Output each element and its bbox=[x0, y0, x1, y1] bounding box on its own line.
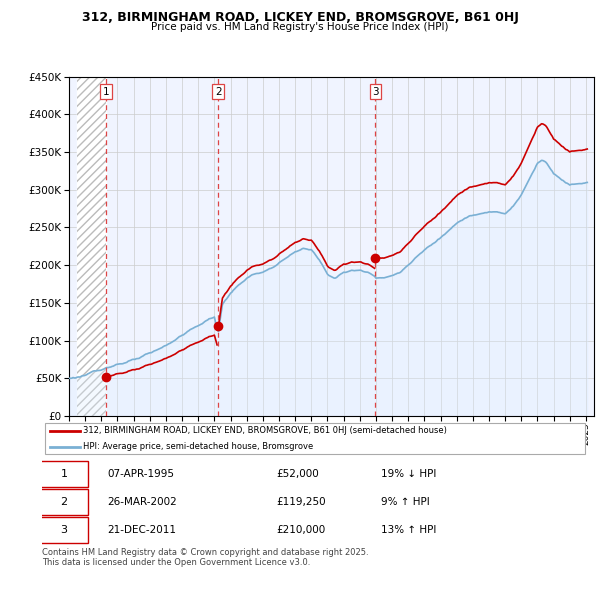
Text: £52,000: £52,000 bbox=[277, 469, 320, 479]
Text: 1: 1 bbox=[103, 87, 109, 97]
Text: Price paid vs. HM Land Registry's House Price Index (HPI): Price paid vs. HM Land Registry's House … bbox=[151, 22, 449, 32]
Text: 3: 3 bbox=[372, 87, 379, 97]
Text: 26-MAR-2002: 26-MAR-2002 bbox=[107, 497, 177, 507]
Text: 9% ↑ HPI: 9% ↑ HPI bbox=[380, 497, 429, 507]
Text: 13% ↑ HPI: 13% ↑ HPI bbox=[380, 525, 436, 535]
Text: Contains HM Land Registry data © Crown copyright and database right 2025.
This d: Contains HM Land Registry data © Crown c… bbox=[42, 548, 368, 567]
Text: 2: 2 bbox=[60, 497, 67, 507]
Text: 07-APR-1995: 07-APR-1995 bbox=[107, 469, 175, 479]
Text: 1: 1 bbox=[61, 469, 67, 479]
Text: 21-DEC-2011: 21-DEC-2011 bbox=[107, 525, 176, 535]
Text: HPI: Average price, semi-detached house, Bromsgrove: HPI: Average price, semi-detached house,… bbox=[83, 442, 313, 451]
FancyBboxPatch shape bbox=[39, 489, 88, 515]
Text: 3: 3 bbox=[61, 525, 67, 535]
Text: 19% ↓ HPI: 19% ↓ HPI bbox=[380, 469, 436, 479]
FancyBboxPatch shape bbox=[39, 461, 88, 487]
Text: £210,000: £210,000 bbox=[277, 525, 326, 535]
Text: 2: 2 bbox=[215, 87, 221, 97]
Text: 312, BIRMINGHAM ROAD, LICKEY END, BROMSGROVE, B61 0HJ: 312, BIRMINGHAM ROAD, LICKEY END, BROMSG… bbox=[82, 11, 518, 24]
FancyBboxPatch shape bbox=[39, 517, 88, 543]
FancyBboxPatch shape bbox=[45, 423, 585, 454]
Text: 312, BIRMINGHAM ROAD, LICKEY END, BROMSGROVE, B61 0HJ (semi-detached house): 312, BIRMINGHAM ROAD, LICKEY END, BROMSG… bbox=[83, 427, 447, 435]
Text: £119,250: £119,250 bbox=[277, 497, 326, 507]
